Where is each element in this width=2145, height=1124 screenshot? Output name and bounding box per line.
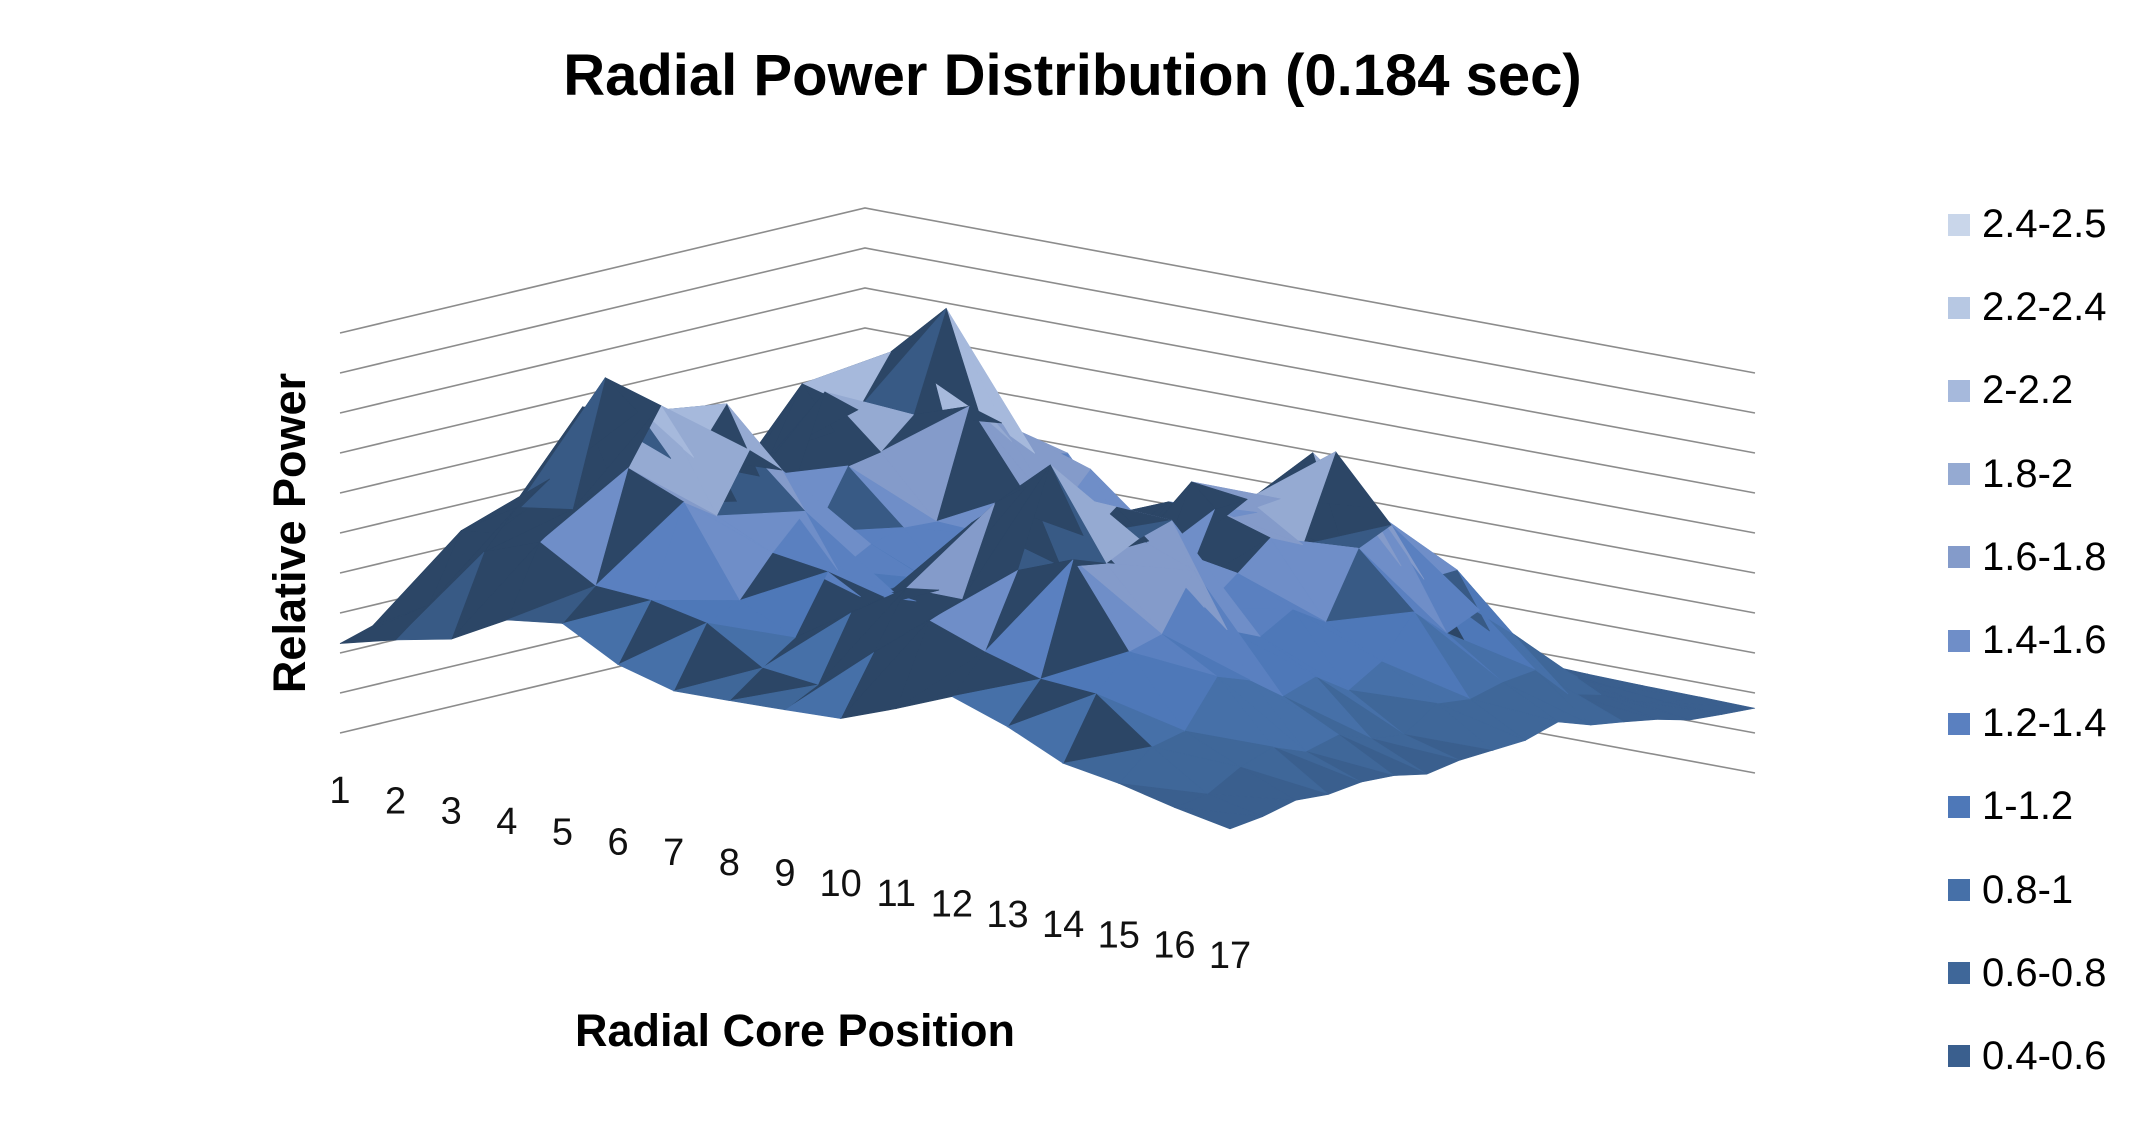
surface-facet (784, 651, 875, 719)
legend-label: 1-1.2 (1982, 784, 2074, 829)
x-tick-label: 12 (931, 883, 973, 925)
surface-facet (1061, 746, 1153, 784)
legend-item: 1.8-2 (1948, 433, 2107, 516)
x-tick-label: 4 (496, 801, 517, 843)
x-tick-label: 14 (1042, 904, 1084, 946)
surface-facet (1118, 783, 1209, 808)
legend-item: 2.2-2.4 (1948, 266, 2107, 349)
surface-facet (506, 585, 596, 624)
legend-item: 0.6-0.8 (1948, 932, 2107, 1015)
surface (339, 307, 1756, 830)
chart-title: Radial Power Distribution (0.184 sec) (563, 43, 1582, 108)
legend-item: 1-1.2 (1948, 765, 2107, 848)
x-tick-label: 10 (819, 863, 861, 905)
legend-label: 1.4-1.6 (1982, 618, 2107, 663)
x-tick-label: 1 (329, 770, 350, 812)
x-tick-label: 13 (986, 894, 1028, 936)
legend-item: 1.2-1.4 (1948, 682, 2107, 765)
gridline (339, 247, 1756, 414)
surface-facet (673, 667, 764, 701)
x-tick-label: 6 (608, 822, 629, 864)
y-axis-title: Relative Power (264, 372, 315, 694)
legend-swatch (1948, 879, 1970, 902)
surface-facet (561, 599, 652, 666)
legend-swatch (1948, 712, 1970, 735)
surface-facet (451, 541, 540, 640)
legend-item: 2.4-2.5 (1948, 183, 2107, 266)
legend-label: 0.4-0.6 (1982, 1033, 2107, 1078)
legend-label: 2.4-2.5 (1982, 202, 2107, 247)
legend-swatch (1948, 546, 1970, 569)
legend-swatch (1948, 213, 1970, 236)
legend-item: 0.4-0.6 (1948, 1015, 2107, 1098)
surface-facet (729, 684, 818, 711)
x-tick-label: 9 (774, 853, 795, 895)
x-tick-label: 16 (1153, 925, 1195, 967)
legend-label: 0.6-0.8 (1982, 950, 2107, 995)
legend-item: 1.6-1.8 (1948, 516, 2107, 599)
legend-label: 1.6-1.8 (1982, 534, 2107, 579)
legend-swatch (1948, 962, 1970, 985)
legend-item: 2-2.2 (1948, 349, 2107, 432)
surface-facet (617, 622, 708, 692)
legend-label: 1.2-1.4 (1982, 701, 2107, 746)
gridline (339, 327, 1756, 494)
x-axis-title: Radial Core Position (574, 1005, 1016, 1056)
legend-label: 0.8-1 (1982, 867, 2074, 912)
surface-facet (951, 678, 1041, 728)
legend-swatch (1948, 795, 1970, 818)
x-tick-label: 5 (552, 811, 573, 853)
x-tick-label: 3 (441, 791, 462, 833)
legend-swatch (1948, 1045, 1970, 1068)
surface-facet (394, 551, 485, 641)
x-tick-label: 7 (663, 832, 684, 874)
legend-item: 0.8-1 (1948, 849, 2107, 932)
x-tick-label: 11 (877, 873, 916, 915)
surface-facet (896, 651, 985, 709)
x-tick-labels: 1 2 3 4 5 6 7 8 9 10 11 12 13 14 15 16 17 (329, 770, 1251, 977)
x-tick-label: 15 (1098, 914, 1140, 956)
legend-label: 2.2-2.4 (1982, 285, 2107, 330)
x-tick-label: 8 (719, 842, 740, 884)
gridline (339, 287, 1756, 454)
surface-facet (1006, 693, 1097, 764)
x-tick-label: 2 (385, 780, 406, 822)
legend-swatch (1948, 629, 1970, 652)
surface-facet (839, 620, 930, 720)
surface-facet (1174, 807, 1263, 830)
legend-swatch (1948, 463, 1970, 486)
legend-label: 2-2.2 (1982, 368, 2074, 413)
legend-item: 1.4-1.6 (1948, 599, 2107, 682)
legend: 2.4-2.5 2.2-2.4 2-2.2 1.8-2 1.6-1.8 1.4-1.6 1.… (1948, 183, 2107, 1098)
legend-label: 1.8-2 (1982, 451, 2074, 496)
legend-swatch (1948, 379, 1970, 402)
gridline (339, 207, 1756, 374)
x-tick-label: 17 (1209, 935, 1251, 977)
legend-swatch (1948, 296, 1970, 319)
surface-facet (339, 605, 429, 644)
